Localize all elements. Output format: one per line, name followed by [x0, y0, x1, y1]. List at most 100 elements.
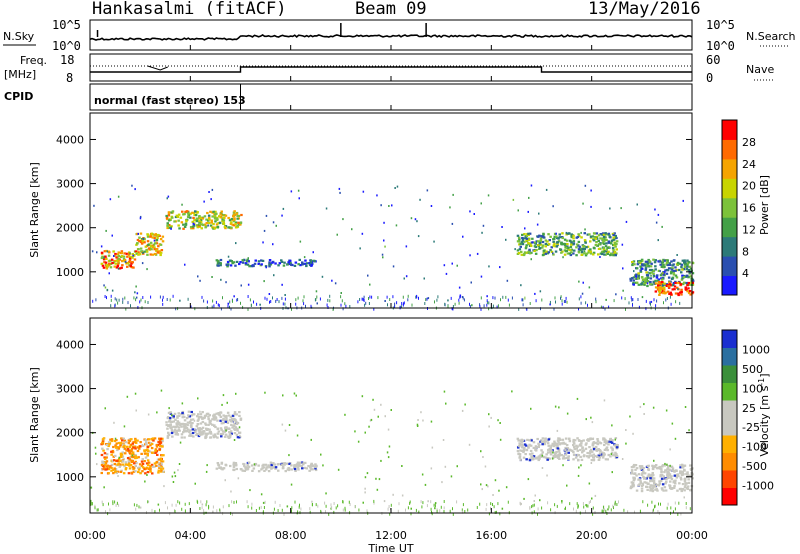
- heatmap-cell: [104, 255, 107, 258]
- heatmap-cell: [147, 441, 151, 444]
- heatmap-cell: [202, 432, 205, 435]
- heatmap-cell: [139, 247, 143, 250]
- heatmap-cell: [584, 254, 588, 257]
- heatmap-cell: [253, 262, 257, 265]
- heatmap-cell: [217, 412, 220, 415]
- heatmap-cell: [538, 457, 541, 460]
- heatmap-speckle: [364, 303, 366, 307]
- heatmap-cell: [680, 463, 684, 466]
- heatmap-speckle: [592, 506, 594, 510]
- heatmap-cell: [648, 260, 652, 263]
- heatmap-cell: [663, 464, 667, 467]
- heatmap-speckle: [449, 509, 451, 513]
- heatmap-speckle: [163, 485, 165, 488]
- heatmap-cell: [566, 447, 570, 450]
- heatmap-speckle: [135, 507, 137, 511]
- heatmap-speckle: [407, 298, 409, 302]
- heatmap-cell: [662, 273, 666, 276]
- heatmap-speckle: [199, 507, 201, 510]
- heatmap-cell: [659, 479, 663, 483]
- heatmap-cell: [602, 438, 605, 441]
- heatmap-speckle: [349, 503, 351, 506]
- heatmap-speckle: [603, 508, 605, 512]
- heatmap-speckle: [488, 301, 490, 305]
- colorbar-swatch: [722, 347, 737, 366]
- heatmap-cell: [233, 210, 236, 213]
- heatmap-cell: [270, 463, 273, 467]
- heatmap-cell: [224, 227, 227, 230]
- heatmap-speckle: [618, 500, 619, 504]
- heatmap-speckle: [458, 301, 460, 305]
- heatmap-cell: [196, 217, 199, 220]
- heatmap-cell: [226, 265, 229, 268]
- heatmap-speckle: [118, 503, 120, 507]
- heatmap-cell: [269, 461, 273, 464]
- heatmap-cell: [663, 265, 666, 268]
- heatmap-cell: [208, 431, 212, 434]
- heatmap-cell: [257, 262, 260, 265]
- heatmap-cell: [640, 468, 644, 471]
- heatmap-cell: [691, 279, 695, 282]
- heatmap-cell: [686, 262, 690, 265]
- heatmap-speckle: [546, 474, 548, 477]
- heatmap-cell: [165, 217, 169, 221]
- colorbar-frame: [721, 119, 738, 296]
- heatmap-speckle: [637, 298, 639, 301]
- heatmap-cell: [157, 469, 161, 472]
- heatmap-cell: [251, 469, 254, 472]
- heatmap-cell: [152, 465, 155, 468]
- heatmap-cell: [167, 424, 171, 427]
- heatmap-cell: [543, 443, 547, 446]
- heatmap-cell: [264, 265, 268, 268]
- heatmap-speckle: [556, 429, 559, 432]
- heatmap-speckle: [272, 221, 275, 224]
- heatmap-cell: [654, 279, 657, 282]
- heatmap-cell: [587, 456, 590, 459]
- heatmap-speckle: [206, 464, 208, 467]
- heatmap-cell: [110, 450, 113, 453]
- heatmap-cell: [642, 467, 645, 470]
- heatmap-cell: [235, 467, 238, 471]
- heatmap-cell: [160, 463, 163, 466]
- heatmap-cell: [546, 458, 549, 461]
- heatmap-cell: [670, 260, 673, 263]
- heatmap-cell: [235, 260, 239, 263]
- heatmap-speckle: [319, 297, 321, 301]
- heatmap-speckle: [384, 415, 386, 418]
- heatmap-cell: [597, 247, 601, 250]
- heatmap-cell: [525, 237, 529, 240]
- heatmap-cell: [187, 214, 191, 217]
- heatmap-cell: [109, 266, 113, 269]
- colorbar-swatch: [722, 487, 737, 506]
- heatmap-cell: [663, 286, 666, 289]
- heatmap-cell: [524, 247, 528, 250]
- heatmap-cell: [159, 238, 163, 241]
- heatmap-cell: [539, 237, 543, 240]
- heatmap-speckle: [207, 224, 209, 227]
- heatmap-speckle: [468, 443, 471, 446]
- heatmap-cell: [531, 452, 534, 455]
- colorbar-tick-label: -100: [742, 441, 767, 454]
- heatmap-cell: [583, 252, 586, 255]
- heatmap-cell: [574, 456, 578, 459]
- heatmap-cell: [208, 216, 211, 219]
- heatmap-cell: [588, 446, 591, 449]
- heatmap-speckle: [576, 397, 579, 400]
- heatmap-speckle: [114, 297, 116, 301]
- heatmap-speckle: [147, 301, 149, 304]
- heatmap-cell: [651, 488, 654, 491]
- heatmap-cell: [655, 276, 659, 279]
- heatmap-cell: [177, 421, 181, 424]
- heatmap-cell: [169, 412, 173, 415]
- heatmap-cell: [152, 439, 155, 442]
- heatmap-cell: [199, 422, 203, 425]
- heatmap-speckle: [331, 279, 333, 282]
- heatmap-speckle: [351, 228, 353, 231]
- heatmap-cell: [544, 245, 547, 248]
- heatmap-cell: [131, 442, 134, 445]
- heatmap-speckle: [537, 512, 538, 516]
- heatmap-cell: [195, 220, 199, 223]
- heatmap-cell: [542, 236, 545, 239]
- heatmap-speckle: [605, 509, 607, 513]
- heatmap-speckle: [139, 300, 141, 304]
